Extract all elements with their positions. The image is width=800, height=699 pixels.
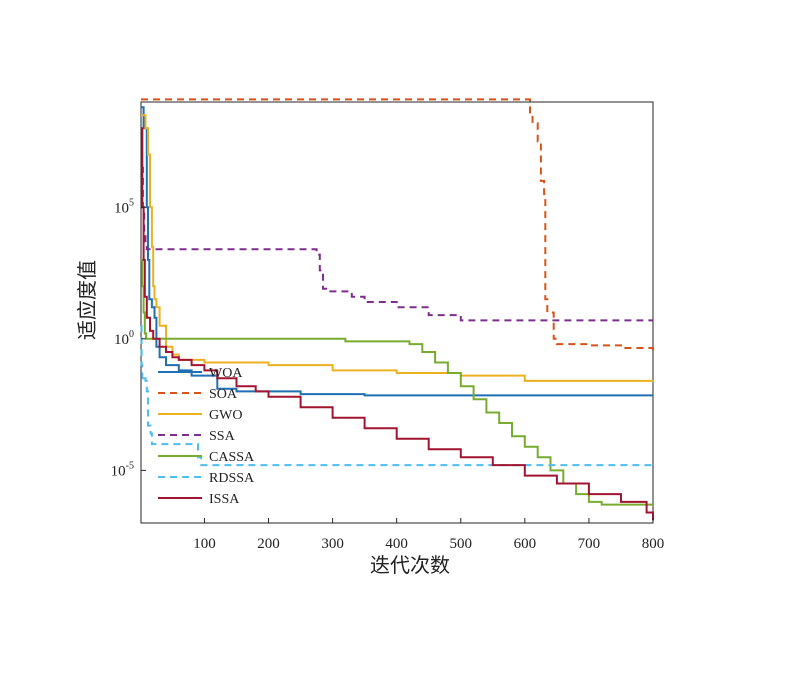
x-tick-label: 800 [642,536,665,552]
y-axis-ticks: 105 100 10-5 [111,197,146,479]
x-axis-ticks: 100 200 300 400 500 600 700 800 [193,518,664,552]
x-tick-label: 100 [193,536,216,552]
legend-label-gwo: GWO [209,408,242,423]
plot-area [140,101,654,524]
series-lines [140,98,654,521]
x-tick-label: 200 [257,536,280,552]
x-tick-label: 600 [514,536,537,552]
series-line-cassa [141,258,653,506]
series-line-rdssa [140,324,653,467]
y-axis-label: 适应度值 [75,260,99,340]
series-line-ssa [141,166,653,322]
legend-label-soa: SOA [209,387,238,402]
legend-label-rdssa: RDSSA [209,471,255,486]
y-tick-label: 10-5 [111,460,134,479]
x-axis-label: 迭代次数 [370,553,450,577]
legend-label-cassa: CASSA [209,450,255,465]
series-line-soa [141,98,654,352]
legend-label-woa: WOA [209,366,243,381]
legend-label-issa: ISSA [209,492,240,507]
x-tick-label: 400 [385,536,408,552]
series-line-issa [141,127,654,521]
y-tick-label: 100 [114,329,134,348]
series-line-woa [141,106,653,397]
y-tick-label: 105 [114,197,134,216]
legend-label-ssa: SSA [209,429,236,444]
legend: WOA SOA GWO SSA CASSA RDSSA ISSA [158,366,255,507]
x-tick-label: 500 [450,536,473,552]
x-tick-label: 700 [578,536,601,552]
x-tick-label: 300 [321,536,344,552]
